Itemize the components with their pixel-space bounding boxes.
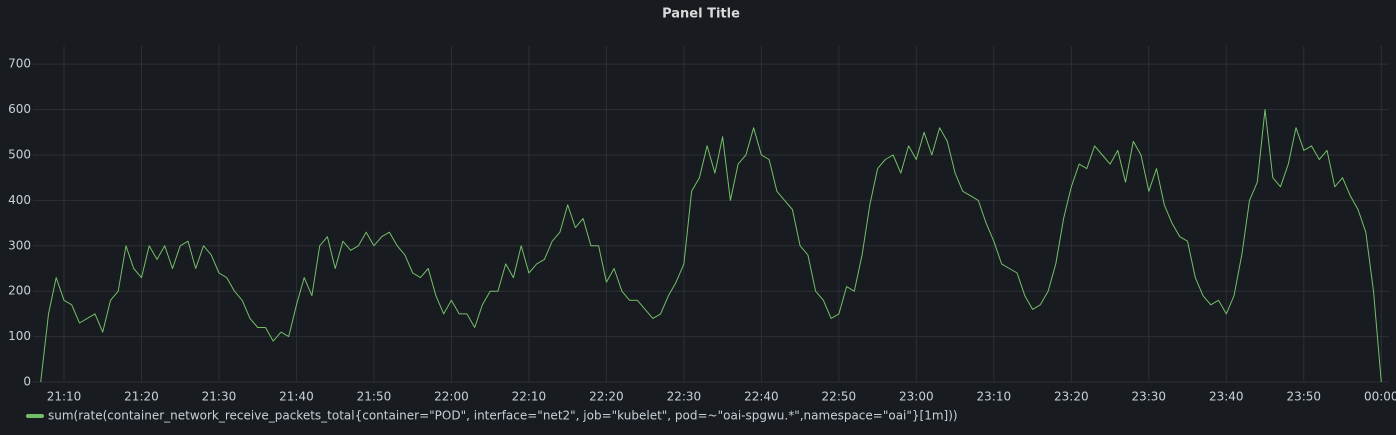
x-tick-label: 23:40 — [1209, 390, 1244, 404]
y-tick-label: 300 — [8, 238, 31, 252]
x-tick-label: 21:50 — [357, 390, 392, 404]
y-tick-label: 600 — [8, 102, 31, 116]
series-line — [40, 109, 1382, 383]
x-tick-label: 22:50 — [822, 390, 857, 404]
y-tick-label: 700 — [8, 57, 31, 71]
y-tick-label: 200 — [8, 284, 31, 298]
x-tick-label: 00:00 — [1364, 390, 1396, 404]
x-tick-label: 22:20 — [589, 390, 624, 404]
x-tick-label: 21:20 — [124, 390, 159, 404]
y-tick-label: 400 — [8, 193, 31, 207]
x-tick-label: 23:00 — [899, 390, 934, 404]
x-tick-label: 22:30 — [667, 390, 702, 404]
x-tick-label: 23:20 — [1054, 390, 1089, 404]
chart-title: Panel Title — [662, 7, 740, 22]
y-tick-label: 0 — [23, 375, 31, 389]
x-tick-label: 21:30 — [202, 390, 237, 404]
x-tick-label: 21:10 — [47, 390, 82, 404]
x-tick-label: 22:00 — [434, 390, 469, 404]
x-tick-label: 22:40 — [744, 390, 779, 404]
x-tick-label: 21:40 — [279, 390, 314, 404]
x-tick-label: 23:50 — [1286, 390, 1321, 404]
y-tick-label: 100 — [8, 329, 31, 343]
legend-label: sum(rate(container_network_receive_packe… — [48, 409, 958, 423]
x-tick-label: 22:10 — [512, 390, 547, 404]
x-tick-label: 23:30 — [1131, 390, 1166, 404]
y-tick-label: 500 — [8, 147, 31, 161]
x-tick-label: 23:10 — [977, 390, 1012, 404]
